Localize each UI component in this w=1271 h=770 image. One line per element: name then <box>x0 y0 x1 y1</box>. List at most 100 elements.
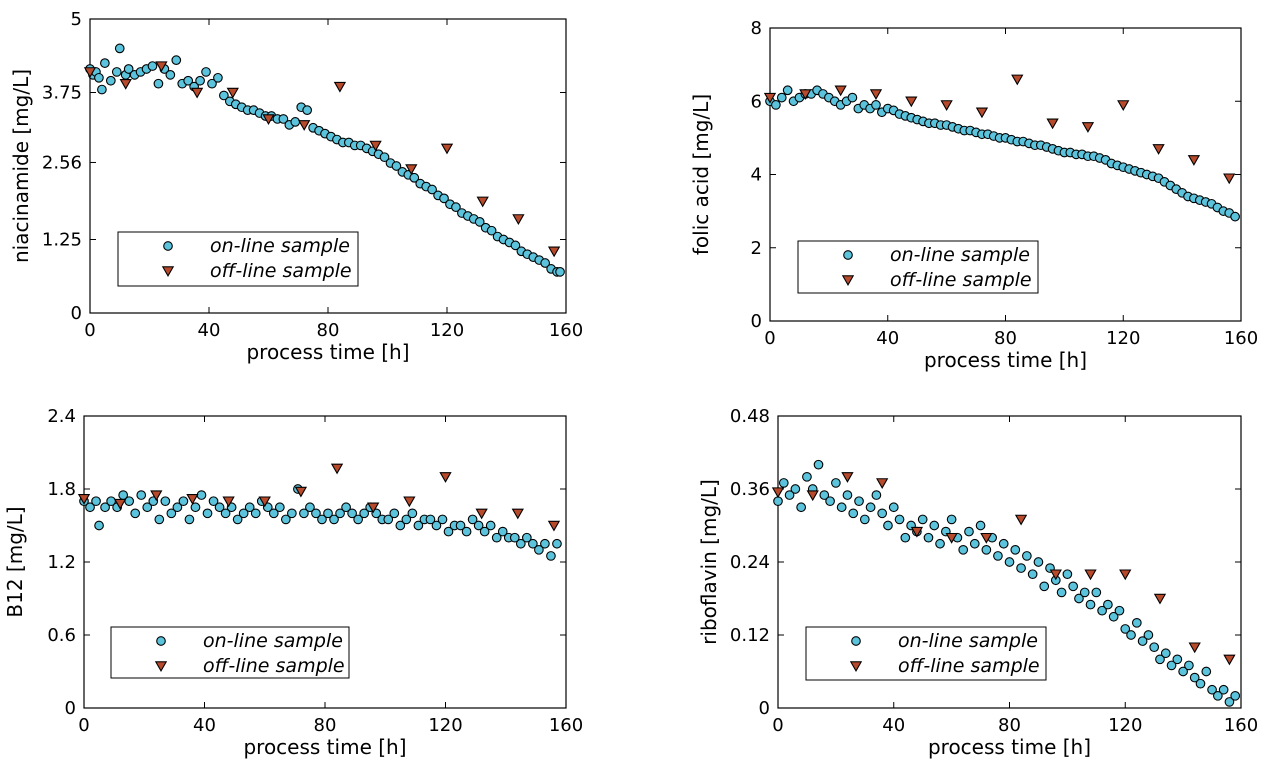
online-sample-point <box>497 526 508 537</box>
online-sample-point <box>969 538 980 549</box>
offline-sample-point <box>1011 74 1024 86</box>
y-axis-label: riboflavin [mg/L] <box>697 479 721 645</box>
online-sample-point <box>1224 697 1235 707</box>
online-sample-point <box>238 508 249 519</box>
online-sample-point <box>1201 666 1212 677</box>
online-sample-point <box>771 100 781 110</box>
online-sample-point <box>389 508 400 519</box>
offline-sample-point <box>439 472 452 483</box>
online-sample-point <box>105 75 116 86</box>
online-sample-point <box>946 514 957 525</box>
offline-sample-point <box>940 100 953 111</box>
online-sample-point <box>201 67 211 77</box>
online-sample-point <box>796 502 807 513</box>
online-sample-point <box>439 193 449 204</box>
online-sample-point <box>784 490 795 500</box>
offline-sample-point <box>512 214 525 225</box>
online-sample-point <box>214 502 225 513</box>
x-axis-label: process time [h] <box>928 735 1091 759</box>
y-tick-label: 5 <box>71 9 82 30</box>
online-sample-point <box>184 514 195 525</box>
online-sample-point <box>172 502 183 513</box>
y-tick-label: 0.12 <box>730 625 770 646</box>
online-sample-point <box>451 202 461 213</box>
online-sample-point <box>819 490 830 500</box>
legend-offline-marker <box>161 266 175 278</box>
offline-sample-point <box>258 496 271 508</box>
online-sample-point <box>202 508 213 519</box>
offline-sample-point <box>367 502 380 514</box>
online-sample-point <box>409 172 420 183</box>
online-sample-point <box>383 514 394 525</box>
online-sample-point <box>1004 557 1015 567</box>
legend-label: off-line sample <box>898 655 1040 677</box>
online-sample-point <box>299 508 309 519</box>
online-sample-point <box>136 490 147 500</box>
online-sample-point <box>1126 630 1136 640</box>
online-sample-point <box>776 92 787 103</box>
online-sample-point <box>1056 587 1067 598</box>
offline-sample-point <box>476 196 489 208</box>
x-tick-label: 120 <box>430 320 464 341</box>
offline-sample-point <box>1084 569 1097 581</box>
online-sample-point <box>461 526 472 537</box>
chart-panel-3: 0 40 80 120 160 0 0.6 1.2 1.8 2.4 process time [h]… <box>3 406 583 759</box>
offline-sample-point <box>1223 173 1236 185</box>
legend-offline-marker <box>154 661 168 673</box>
online-sample-point <box>479 526 490 537</box>
online-sample-point <box>1091 587 1102 598</box>
online-sample-point <box>305 502 315 513</box>
online-sample-point <box>219 90 229 101</box>
offline-sample-point <box>806 490 819 502</box>
offline-sample-point <box>1188 642 1201 654</box>
y-tick-label: 2.4 <box>47 406 76 427</box>
online-sample-point <box>124 496 135 507</box>
offline-sample-point <box>1081 122 1095 133</box>
chart-panel-2: 0 40 80 120 160 0 2 4 6 8 process time [h] folic ac… <box>689 18 1258 372</box>
online-sample-point <box>165 70 176 80</box>
online-sample-point <box>208 496 219 507</box>
y-tick-label: 2 <box>751 238 762 259</box>
offline-sample-point <box>77 494 91 505</box>
online-sample-point <box>244 502 255 513</box>
offline-sample-point <box>83 67 97 78</box>
x-tick-label: 80 <box>994 328 1017 349</box>
x-tick-label: 0 <box>764 328 775 349</box>
online-sample-point <box>848 508 859 519</box>
offline-sample-point <box>190 87 204 99</box>
legend-label: off-line sample <box>203 655 345 677</box>
chart-panel-1: 0 40 80 120 160 0 1.25 2.56 3.75 5 process time [h… <box>9 9 583 364</box>
legend: on-line sample off-line sample <box>797 240 1039 294</box>
online-sample-point <box>268 508 279 519</box>
y-axis-label: B12 [mg/L] <box>3 506 27 617</box>
y-tick-label: 4 <box>751 165 762 186</box>
online-sample-point <box>1166 660 1177 671</box>
online-sample-point <box>917 514 928 525</box>
online-sample-point <box>287 508 297 519</box>
online-sample-point <box>1160 648 1171 659</box>
online-sample-point <box>114 43 125 54</box>
legend-box <box>805 626 1047 681</box>
y-axis-label: niacinamide [mg/L] <box>9 69 33 263</box>
online-sample-point <box>100 58 110 68</box>
online-sample-point <box>958 544 969 555</box>
online-sample-point <box>998 538 1009 549</box>
online-sample-point <box>1033 557 1044 567</box>
offline-sample-point <box>150 490 163 502</box>
online-sample-point <box>455 520 466 531</box>
online-sample-point <box>111 67 122 77</box>
offline-sample-point <box>1152 144 1165 155</box>
online-sample-point <box>196 490 207 500</box>
online-sample-point <box>790 484 801 494</box>
online-sample-point <box>166 508 177 519</box>
x-tick-label: 160 <box>1224 328 1258 349</box>
online-sample-point <box>353 514 363 525</box>
x-tick-label: 160 <box>1224 715 1258 736</box>
offline-sample-point <box>262 114 275 126</box>
online-sample-point <box>274 502 285 513</box>
online-sample-point <box>391 161 402 171</box>
x-tick-label: 120 <box>1108 715 1142 736</box>
online-sample-point <box>195 75 205 86</box>
offline-sample-point <box>440 143 454 155</box>
y-tick-label: 0 <box>759 698 770 719</box>
